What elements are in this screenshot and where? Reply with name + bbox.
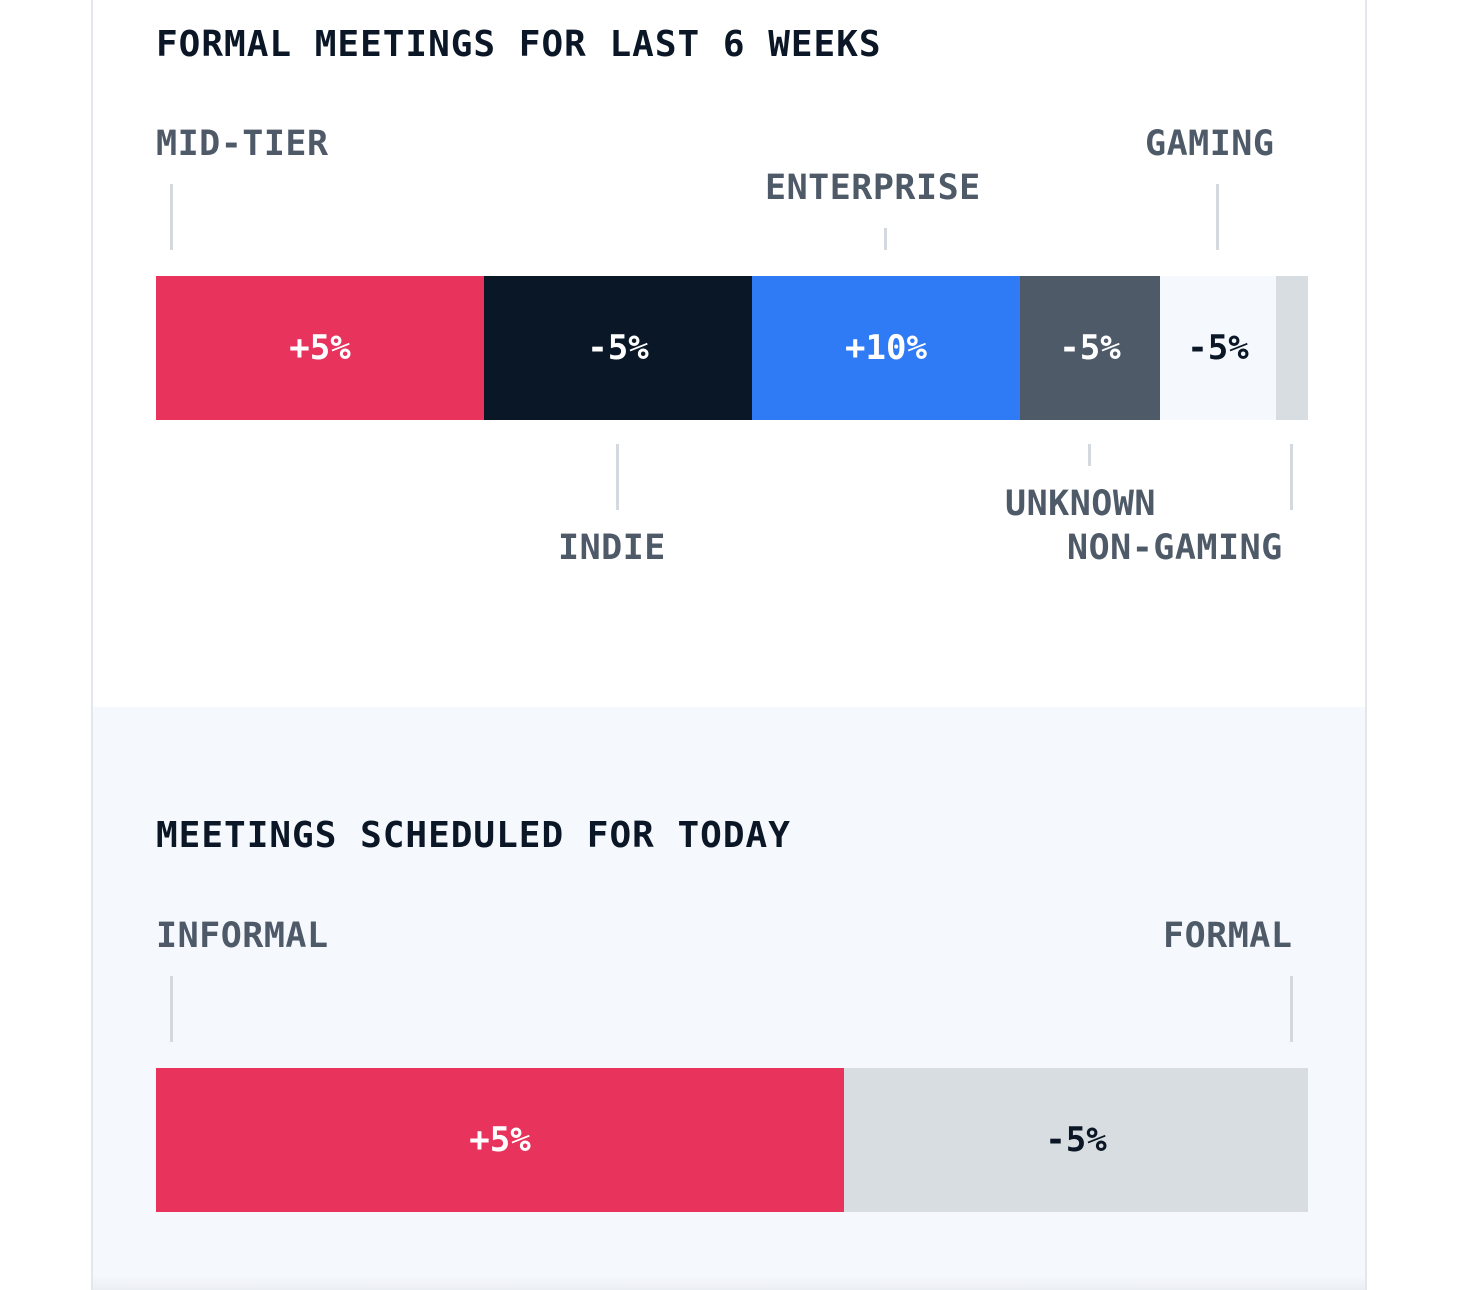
label-non-gaming: NON-GAMING [1067, 528, 1283, 568]
segment-gaming[interactable]: -5% [1160, 276, 1276, 420]
segment-unknown[interactable]: -5% [1020, 276, 1160, 420]
segment-value: -5% [1187, 328, 1249, 368]
leader-line-gaming [1216, 184, 1219, 250]
section-title: FORMAL MEETINGS FOR LAST 6 WEEKS [156, 24, 882, 65]
segment-mid-tier[interactable]: +5% [156, 276, 484, 420]
bottom-fade [93, 1276, 1365, 1290]
today-meetings-section: MEETINGS SCHEDULED FOR TODAY INFORMAL FO… [93, 707, 1365, 1290]
segment-informal[interactable]: +5% [156, 1068, 844, 1212]
label-indie: INDIE [558, 528, 666, 568]
formal-meetings-bar: +5% -5% +10% -5% -5% [156, 276, 1308, 420]
leader-line-formal [1290, 976, 1293, 1042]
label-enterprise: ENTERPRISE [765, 168, 981, 208]
leader-line-enterprise [884, 228, 887, 250]
segment-indie[interactable]: -5% [484, 276, 752, 420]
meetings-card: FORMAL MEETINGS FOR LAST 6 WEEKS MID-TIE… [91, 0, 1367, 1290]
segment-non-gaming[interactable] [1276, 276, 1308, 420]
segment-value: +10% [845, 328, 927, 368]
section-title: MEETINGS SCHEDULED FOR TODAY [156, 815, 791, 856]
leader-line-mid-tier [170, 184, 173, 250]
segment-enterprise[interactable]: +10% [752, 276, 1020, 420]
label-formal: FORMAL [1163, 916, 1293, 956]
label-gaming: GAMING [1145, 124, 1275, 164]
leader-line-indie [616, 444, 619, 510]
leader-line-unknown [1088, 444, 1091, 466]
segment-value: -5% [1045, 1120, 1107, 1160]
segment-formal[interactable]: -5% [844, 1068, 1308, 1212]
segment-value: +5% [289, 328, 351, 368]
segment-value: -5% [1059, 328, 1121, 368]
segment-value: -5% [587, 328, 649, 368]
segment-value: +5% [469, 1120, 531, 1160]
formal-meetings-section: FORMAL MEETINGS FOR LAST 6 WEEKS MID-TIE… [93, 0, 1365, 707]
label-unknown: UNKNOWN [1005, 484, 1157, 524]
today-meetings-bar: +5% -5% [156, 1068, 1308, 1212]
label-informal: INFORMAL [156, 916, 329, 956]
leader-line-informal [170, 976, 173, 1042]
label-mid-tier: MID-TIER [156, 124, 329, 164]
leader-line-non-gaming [1290, 444, 1293, 510]
